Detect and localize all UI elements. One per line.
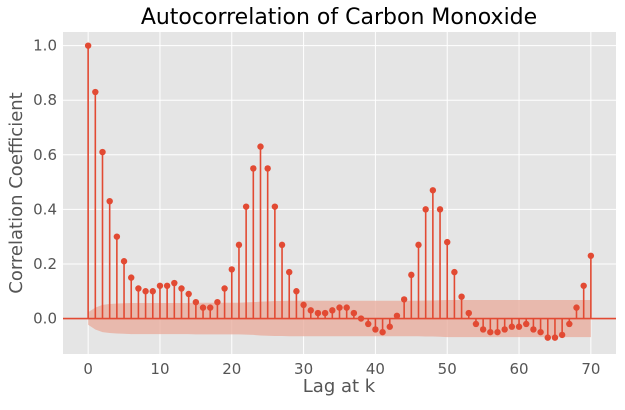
stem-marker <box>329 307 336 314</box>
y-tick-label: 0.0 <box>33 310 57 328</box>
stem-marker <box>264 165 271 172</box>
y-tick-label: 0.2 <box>33 255 57 273</box>
stem-marker <box>171 279 178 287</box>
x-tick-label: 0 <box>83 360 93 378</box>
stem-marker <box>393 312 401 319</box>
stem-marker <box>242 203 250 210</box>
stem-marker <box>487 328 494 336</box>
stem-series <box>63 42 616 341</box>
stem-marker <box>422 206 429 213</box>
stem-marker <box>472 320 480 328</box>
stem-marker <box>149 288 156 295</box>
stem-marker <box>257 143 264 150</box>
stem-marker <box>128 274 135 281</box>
x-tick-label: 40 <box>366 360 385 378</box>
stem-marker <box>271 203 279 210</box>
stem-marker <box>343 304 350 311</box>
stem-marker <box>300 301 307 309</box>
stem-marker <box>142 288 149 295</box>
tick-labels: 0 10 20 30 40 50 60 70 0.0 0.2 0.4 0.6 0.8 1.0 <box>33 37 600 378</box>
stem-marker <box>357 315 365 322</box>
stem-marker <box>321 309 329 317</box>
stem-marker <box>99 148 106 156</box>
stem-marker <box>293 288 300 295</box>
y-tick-label: 0.8 <box>33 91 57 109</box>
stem-marker <box>523 320 530 328</box>
stem-marker <box>408 271 415 279</box>
stem-marker <box>163 282 171 289</box>
stem-marker <box>106 197 113 205</box>
x-tick-label: 60 <box>509 360 528 378</box>
stem-marker <box>185 290 192 298</box>
x-tick-label: 10 <box>150 360 169 378</box>
stem-marker <box>444 238 451 246</box>
stem-marker <box>580 282 587 289</box>
stem-marker <box>379 328 386 336</box>
stem-marker <box>544 334 551 341</box>
stem-marker <box>386 323 393 330</box>
y-axis-label: Correlation Coefficient <box>6 92 27 293</box>
stem-marker <box>336 304 343 311</box>
y-tick-label: 0.6 <box>33 146 57 164</box>
stem-marker <box>558 331 566 339</box>
stem-marker <box>250 165 257 172</box>
y-tick-label: 1.0 <box>33 37 57 55</box>
stem-marker <box>429 187 437 194</box>
stem-marker <box>436 206 444 213</box>
stem-marker <box>286 268 293 276</box>
stem-marker <box>199 304 207 311</box>
stem-marker <box>479 326 487 333</box>
stem-marker <box>113 233 121 240</box>
stem-marker <box>537 328 544 336</box>
stem-marker <box>530 326 537 333</box>
stem-marker <box>135 285 142 292</box>
x-axis-label: Lag at k <box>303 376 376 397</box>
x-tick-label: 30 <box>294 360 313 378</box>
stem-marker <box>400 296 408 303</box>
stem-marker <box>307 307 314 314</box>
stem-marker <box>120 258 128 265</box>
stem-marker <box>451 268 458 276</box>
stem-marker <box>365 320 372 328</box>
stem-marker <box>214 298 221 306</box>
stem-marker <box>84 42 92 49</box>
stem-marker <box>501 326 508 333</box>
stem-marker <box>508 323 516 330</box>
stem-marker <box>207 304 214 311</box>
stem-marker <box>566 320 573 328</box>
stem-marker <box>156 282 164 289</box>
stem-marker <box>278 241 286 249</box>
stem-marker <box>92 88 99 96</box>
stem-marker <box>178 285 185 292</box>
x-tick-label: 50 <box>438 360 457 378</box>
stem-marker <box>573 304 580 311</box>
stem-marker <box>192 298 200 306</box>
x-tick-label: 20 <box>222 360 241 378</box>
stem-marker <box>587 252 595 259</box>
stem-marker <box>228 266 235 273</box>
stem-marker <box>314 309 322 317</box>
stem-marker <box>494 328 501 336</box>
stem-marker <box>372 326 379 333</box>
stem-marker <box>415 241 422 249</box>
stem-marker <box>235 241 243 249</box>
stem-marker <box>551 334 559 341</box>
stem-marker <box>465 309 472 317</box>
x-tick-label: 70 <box>581 360 600 378</box>
stem-marker <box>458 293 465 300</box>
y-tick-label: 0.4 <box>33 200 57 218</box>
stem-marker <box>515 323 523 330</box>
stem-marker <box>350 309 358 317</box>
chart-title: Autocorrelation of Carbon Monoxide <box>141 5 537 30</box>
stem-marker <box>221 285 228 292</box>
